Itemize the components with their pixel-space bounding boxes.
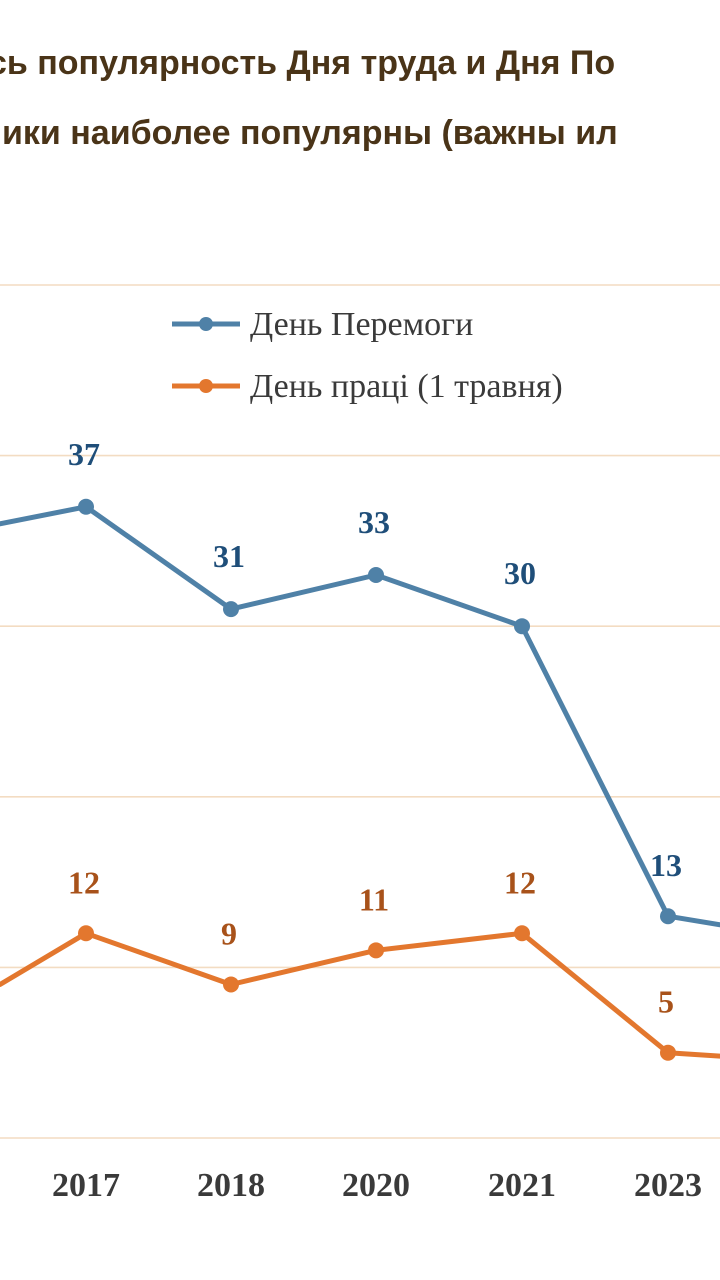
- x-tick-label: 2020: [342, 1167, 410, 1204]
- data-label: 37: [68, 436, 100, 472]
- data-label: 5: [658, 984, 674, 1020]
- data-point: [223, 976, 239, 992]
- data-point: [660, 1045, 676, 1061]
- data-point: [78, 499, 94, 515]
- data-point: [514, 925, 530, 941]
- data-label: 13: [650, 847, 682, 883]
- legend-swatch-marker: [199, 317, 213, 331]
- data-label: 12: [504, 864, 536, 900]
- data-point: [660, 908, 676, 924]
- data-label: 31: [213, 538, 245, 574]
- data-point: [514, 618, 530, 634]
- legend-label: День праці (1 травня): [250, 368, 563, 405]
- data-point: [223, 601, 239, 617]
- data-label: 33: [358, 504, 390, 540]
- data-point: [368, 942, 384, 958]
- legend-label: День Перемоги: [250, 306, 473, 343]
- data-point: [368, 567, 384, 583]
- data-point: [78, 925, 94, 941]
- x-tick-label: 2023: [634, 1167, 702, 1204]
- x-tick-label: 2018: [197, 1167, 265, 1204]
- legend-swatch-marker: [199, 379, 213, 393]
- x-tick-label: 2021: [488, 1167, 556, 1204]
- data-label: 12: [68, 864, 100, 900]
- data-label: 9: [221, 915, 237, 951]
- data-label: 11: [359, 881, 389, 917]
- data-label: 30: [504, 555, 536, 591]
- x-tick-label: 2017: [52, 1167, 120, 1204]
- x-axis-tick-labels: 2017 2018 2020 2021 2023: [52, 1167, 702, 1204]
- plot-area: [0, 285, 720, 1145]
